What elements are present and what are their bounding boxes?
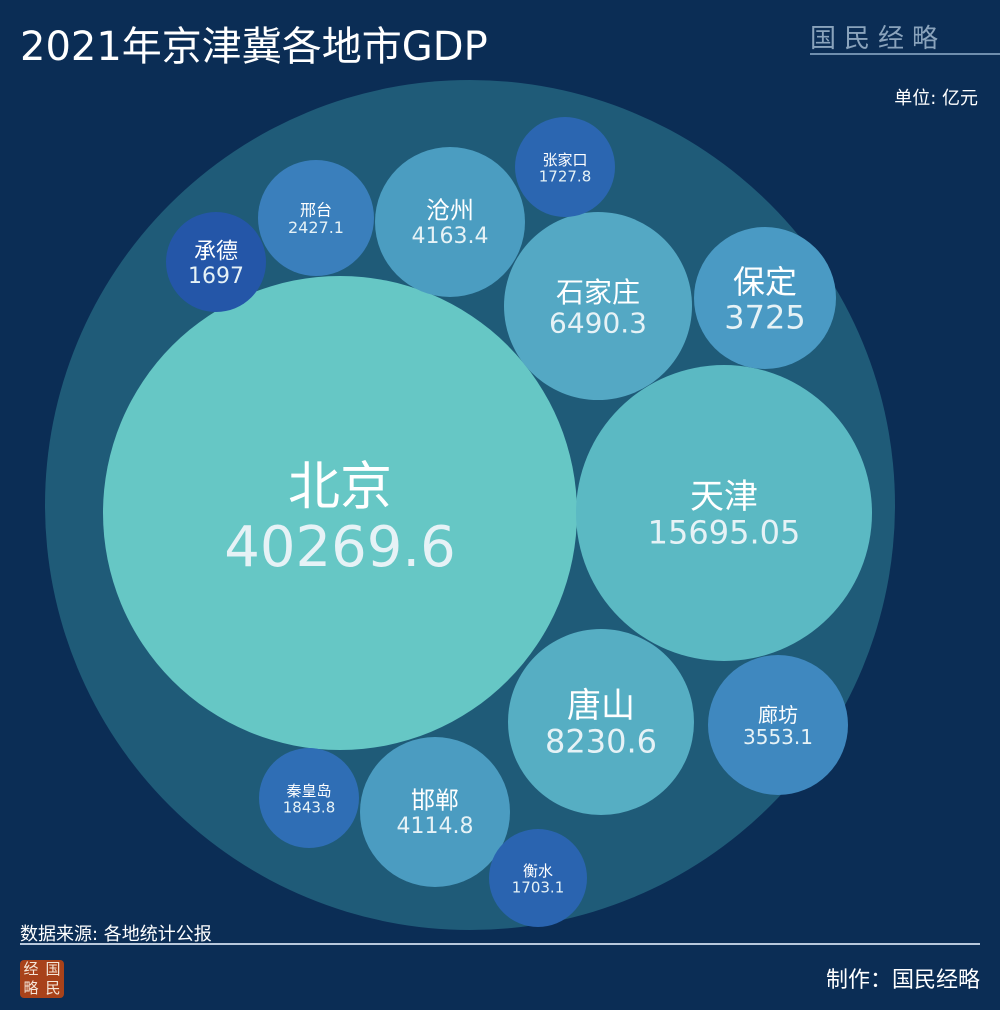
stamp-char: 经 <box>23 960 39 978</box>
bubble-circle <box>103 276 577 750</box>
bubble-circle <box>258 160 374 276</box>
bubble-label: 唐山 <box>567 686 635 726</box>
stamp-char: 略 <box>23 979 39 997</box>
bubble-label: 北京 <box>288 458 392 518</box>
bubble-circle <box>166 212 266 312</box>
bubble-value: 3553.1 <box>743 725 813 749</box>
bubble-value: 3725 <box>724 298 805 336</box>
bubble-value: 8230.6 <box>545 722 657 760</box>
bubble-value: 6490.3 <box>549 307 647 340</box>
bubble-label: 邯郸 <box>411 787 459 815</box>
bubble-circle <box>708 655 848 795</box>
bubble-label: 秦皇岛 <box>286 782 331 800</box>
bubble-circle <box>508 629 694 815</box>
bubble-circle <box>259 748 359 848</box>
bubble-value: 1697 <box>188 264 244 289</box>
bubble-label: 石家庄 <box>556 276 640 309</box>
bubble-value: 2427.1 <box>288 218 344 237</box>
bubble-value: 1727.8 <box>539 167 592 185</box>
bubble-value: 4114.8 <box>397 814 474 839</box>
stamp-char: 国 <box>45 960 61 978</box>
data-source: 数据来源: 各地统计公报 <box>20 924 212 945</box>
page-title: 2021年京津冀各地市GDP <box>20 24 488 70</box>
bubble-circle <box>576 365 872 661</box>
bubble-circle <box>694 227 836 369</box>
bubble-value: 1703.1 <box>512 878 565 896</box>
bubble-label: 衡水 <box>523 862 553 880</box>
bubble-circle <box>360 737 510 887</box>
brand-stamp: 经 国 略 民 <box>20 960 64 998</box>
bubble-label: 保定 <box>733 263 797 301</box>
brand-logo: 国民经略 <box>810 24 947 54</box>
bubble-label: 天津 <box>690 477 758 517</box>
footer-divider <box>20 943 980 945</box>
unit-label: 单位: 亿元 <box>894 88 978 109</box>
maker-credit: 制作：国民经略 <box>825 968 980 993</box>
brand-divider <box>810 53 1000 55</box>
bubble-value: 15695.05 <box>648 513 801 551</box>
bubble-circle <box>375 147 525 297</box>
bubble-label: 廊坊 <box>758 703 798 727</box>
bubble-label: 承德 <box>194 240 238 265</box>
bubble-circle <box>489 829 587 927</box>
bubble-value: 1843.8 <box>283 798 336 816</box>
bubble-label: 张家口 <box>542 151 587 169</box>
bubble-label: 沧州 <box>426 197 474 225</box>
bubble-value: 4163.4 <box>412 224 489 249</box>
bubble-label: 邢台 <box>300 201 332 220</box>
stamp-char: 民 <box>45 979 61 997</box>
bubble-circle <box>504 212 692 400</box>
bubble-circle <box>515 117 615 217</box>
bubble-value: 40269.6 <box>224 515 456 580</box>
